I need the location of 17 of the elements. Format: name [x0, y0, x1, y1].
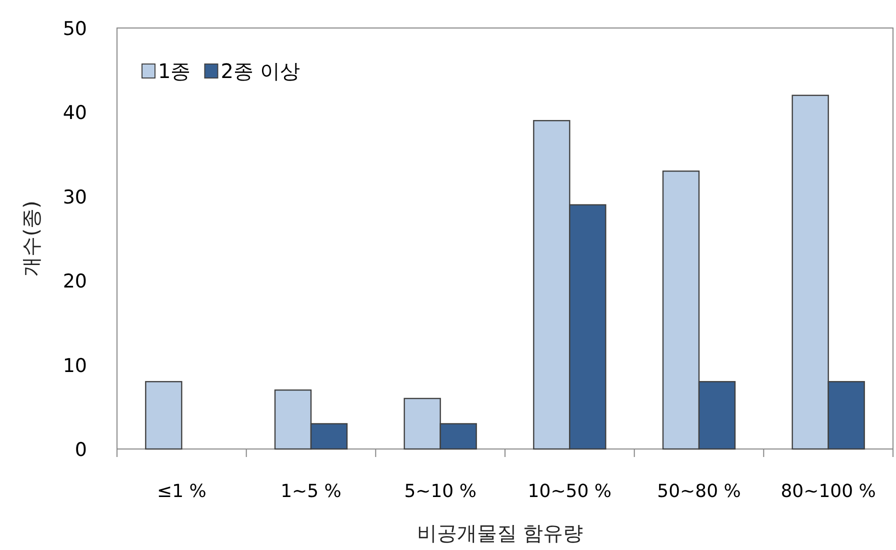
x-tick-label: ≤1 %	[156, 481, 206, 502]
y-tick-label: 0	[74, 439, 87, 461]
legend-label: 2종 이상	[220, 59, 300, 83]
y-tick-label: 40	[62, 102, 87, 124]
x-tick-label: 5~10 %	[404, 481, 476, 502]
x-tick-label: 10~50 %	[528, 481, 612, 502]
x-axis-title: 비공개물질 함유량	[416, 521, 584, 545]
y-tick-label: 50	[62, 18, 87, 40]
x-tick-label: 80~100 %	[780, 481, 876, 502]
legend-label: 1종	[158, 59, 191, 83]
y-axis-title: 개수(종)	[19, 200, 43, 276]
y-tick-label: 20	[62, 270, 87, 293]
x-tick-label: 50~80 %	[657, 481, 741, 502]
y-tick-label: 10	[62, 354, 87, 377]
x-tick-label: 1~5 %	[280, 481, 342, 502]
bar	[145, 381, 182, 450]
y-tick-label: 30	[62, 186, 87, 208]
